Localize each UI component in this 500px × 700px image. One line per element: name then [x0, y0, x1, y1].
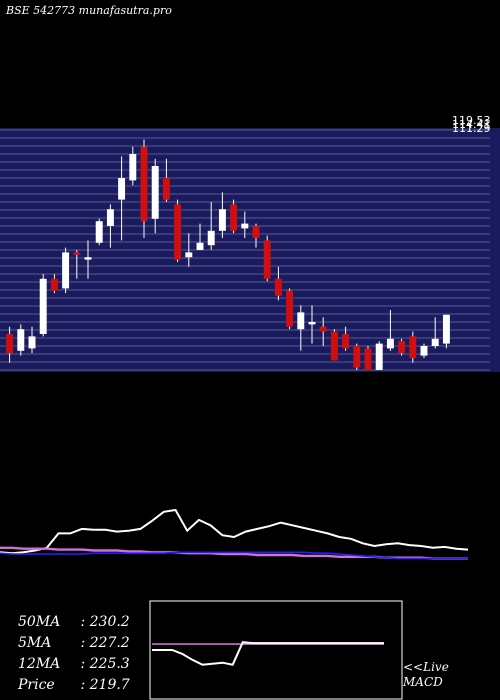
- candle-down: [342, 334, 350, 349]
- candle-down: [364, 348, 372, 370]
- candle-up: [39, 278, 47, 334]
- candle-up: [386, 338, 394, 349]
- candle-down: [353, 346, 361, 368]
- candle-up: [151, 166, 159, 219]
- candle-up: [118, 178, 126, 200]
- candle-down: [50, 278, 58, 291]
- candle-up: [62, 252, 70, 289]
- candle-down: [330, 331, 338, 361]
- candle-down: [162, 178, 170, 200]
- candle-down: [263, 240, 271, 279]
- indicator-line-fast: [0, 508, 469, 555]
- candle-up: [17, 329, 25, 351]
- stat-value: 227.2: [89, 635, 130, 651]
- candle-up: [241, 223, 249, 229]
- candle-up: [185, 252, 193, 258]
- candle-up: [308, 322, 316, 325]
- candle-up: [207, 230, 215, 246]
- candle-up: [218, 209, 226, 231]
- candle-down: [274, 278, 282, 296]
- candle-up: [84, 257, 92, 260]
- candle-down: [6, 334, 14, 354]
- stat-row-12ma: 12MA : 225.3: [18, 654, 148, 675]
- price-axis-label: 114.41: [452, 118, 491, 131]
- candle-down: [409, 336, 417, 358]
- chart-header: BSE 542773 munafasutra.pro: [6, 4, 172, 17]
- candle-up: [129, 154, 137, 181]
- candle-up: [297, 312, 305, 330]
- stat-label: 12MA: [18, 656, 61, 672]
- candle-up: [28, 336, 36, 349]
- indicator-line-slow: [0, 546, 468, 560]
- candle-up: [95, 221, 103, 243]
- stat-label: 5MA: [18, 635, 52, 651]
- exchange-label: BSE: [6, 4, 30, 17]
- stat-label: Price: [18, 677, 55, 693]
- macd-box: [149, 600, 403, 700]
- stat-row-5ma: 5MA : 227.2: [18, 633, 148, 654]
- candle-down: [230, 204, 238, 231]
- stat-row-50ma: 50MA : 230.2: [18, 612, 148, 633]
- stat-row-price: Price : 219.7: [18, 675, 148, 696]
- macd-line: [152, 641, 384, 666]
- price-axis-label: 119.53: [452, 114, 491, 127]
- candle-down: [174, 204, 182, 260]
- price-axis-label: 111.29: [452, 122, 491, 135]
- candle-down: [140, 146, 148, 222]
- candle-up: [431, 338, 439, 346]
- candle-down: [319, 326, 327, 332]
- live-macd-link[interactable]: <<Live MACD: [403, 660, 449, 690]
- candle-down: [73, 252, 81, 255]
- stats-box: 50MA : 230.2 5MA : 227.2 12MA : 225.3 Pr…: [18, 612, 148, 696]
- candle-down: [398, 341, 406, 354]
- candle-down: [252, 226, 260, 238]
- candle-down: [286, 290, 294, 327]
- stat-label: 50MA: [18, 614, 61, 630]
- candle-up: [442, 314, 450, 344]
- stock-code: 542773: [33, 4, 76, 17]
- indicator-line-blue: [0, 551, 468, 560]
- site-name: munafasutra.pro: [78, 4, 172, 17]
- live-link-line1: <<Live: [403, 660, 449, 674]
- live-link-line2: MACD: [403, 675, 443, 689]
- candle-up: [420, 346, 428, 356]
- stat-value: 225.3: [89, 656, 130, 672]
- stat-value: 230.2: [89, 614, 130, 630]
- candle-up: [196, 242, 204, 250]
- stat-value: 219.7: [89, 677, 130, 693]
- candle-up: [375, 343, 383, 370]
- candle-up: [106, 209, 114, 226]
